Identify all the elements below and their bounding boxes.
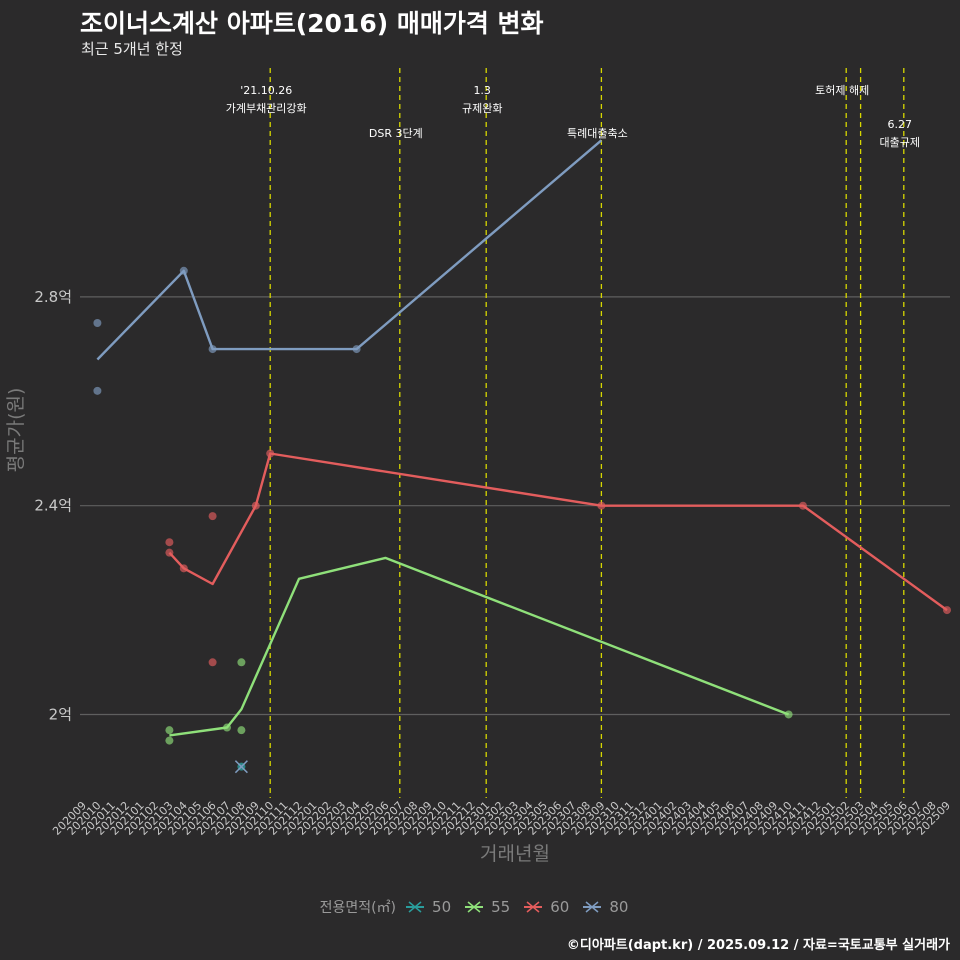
series-line-80: [96, 139, 603, 361]
data-point-55: [165, 726, 174, 735]
legend-key-50: [406, 901, 425, 913]
series-line-55: [169, 556, 790, 737]
data-point-80: [93, 386, 102, 395]
legend-key-80: [583, 901, 602, 913]
legend-label-55: 55: [491, 898, 511, 916]
event-label: 6.27: [888, 118, 913, 131]
data-point-60: [251, 501, 260, 510]
series-line-60: [168, 452, 948, 612]
data-point-55: [165, 736, 174, 745]
legend-item-60: 60: [522, 898, 569, 916]
event-label: '21.10.26: [240, 84, 292, 97]
y-tick-label: 2억: [49, 705, 72, 723]
data-point-55: [237, 658, 246, 667]
legend: 전용면적(㎡) 50 55 60 80: [0, 896, 960, 918]
data-point-marker: [234, 760, 248, 774]
data-point-80: [179, 266, 188, 275]
event-label: 토허제 해제: [815, 83, 869, 97]
data-point-80: [93, 318, 102, 327]
legend-item-50: 50: [404, 898, 451, 916]
data-point-60: [165, 538, 174, 547]
data-point-60: [799, 501, 807, 510]
event-label: 규제완화: [462, 102, 502, 115]
data-point-60: [165, 548, 174, 557]
chart-title: 조이너스계산 아파트(2016) 매매가격 변화: [80, 9, 544, 38]
chart-subtitle: 최근 5개년 한정: [81, 40, 183, 58]
data-point-55: [223, 723, 231, 732]
event-label: DSR 3단계: [369, 127, 423, 140]
event-label: 가계부채관리강화: [226, 102, 307, 115]
data-point-60: [179, 564, 188, 573]
data-point-60: [208, 658, 217, 667]
legend-item-55: 55: [463, 898, 510, 916]
legend-label-80: 80: [609, 898, 629, 916]
source-caption: ©디아파트(dapt.kr) / 2025.09.12 / 자료=국토교통부 실…: [566, 938, 950, 953]
data-point-55: [784, 710, 793, 719]
data-point-80: [208, 345, 217, 354]
data-point-80: [352, 345, 361, 354]
data-point-60: [943, 606, 951, 615]
y-axis-title: 평균가(원): [5, 388, 27, 473]
legend-item-80: 80: [581, 898, 628, 916]
data-point-60: [208, 512, 217, 521]
legend-label-50: 50: [432, 898, 452, 916]
legend-label-60: 60: [550, 898, 570, 916]
event-label: 1.3: [473, 84, 491, 97]
x-axis-title: 거래년월: [480, 843, 550, 865]
legend-key-55: [465, 901, 484, 913]
event-label: 대출규제: [880, 136, 920, 149]
y-tick-label: 2.4억: [34, 497, 72, 515]
y-tick-label: 2.8억: [34, 288, 72, 306]
data-point-55: [237, 726, 246, 735]
data-point-60: [266, 449, 275, 458]
legend-title: 전용면적(㎡): [319, 900, 397, 916]
data-point-60: [597, 501, 606, 510]
event-label: 특례대출축소: [567, 127, 628, 140]
legend-key-60: [524, 901, 543, 913]
